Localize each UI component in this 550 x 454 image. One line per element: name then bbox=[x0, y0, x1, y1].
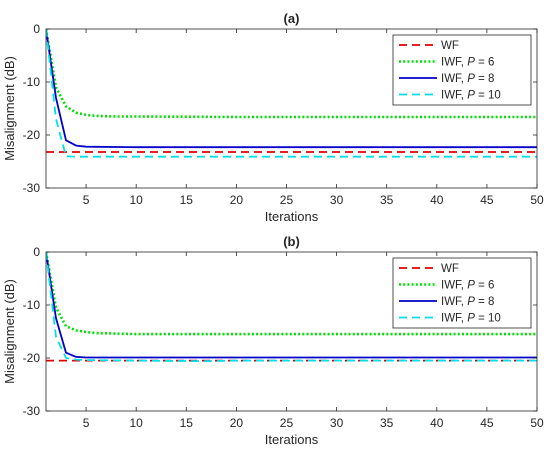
series-group bbox=[46, 252, 537, 363]
legend-entry: IWF, P = 10 bbox=[441, 90, 501, 102]
legend-entry: IWF, P = 8 bbox=[441, 296, 494, 308]
x-tick-label: 40 bbox=[430, 193, 444, 207]
y-tick-label: -20 bbox=[23, 351, 41, 365]
legend-box bbox=[392, 257, 532, 329]
x-tick-label: 20 bbox=[230, 416, 244, 430]
x-tick-label: 5 bbox=[83, 193, 90, 207]
x-tick-label: 10 bbox=[130, 416, 144, 430]
y-axis-label: Misalignment (dB) bbox=[2, 56, 17, 161]
x-tick-label: 20 bbox=[230, 193, 244, 207]
x-tick-label: 35 bbox=[380, 193, 394, 207]
x-tick-label: 40 bbox=[430, 416, 444, 430]
legend: WF IWF, P = 6 IWF, P = 8 IWF, P = 10 bbox=[392, 34, 532, 106]
x-tick-label: 30 bbox=[330, 193, 344, 207]
x-tick-label: 25 bbox=[280, 416, 294, 430]
series-line-iwf-p-8 bbox=[46, 29, 537, 149]
axes-box bbox=[45, 28, 538, 189]
x-axis-label: Iterations bbox=[265, 209, 319, 224]
legend-entry: IWF, P = 10 bbox=[441, 313, 501, 325]
x-tick-label: 15 bbox=[180, 193, 194, 207]
legend-box bbox=[392, 34, 532, 106]
legend: WF IWF, P = 6 IWF, P = 8 IWF, P = 10 bbox=[392, 257, 532, 329]
y-tick-label: -10 bbox=[23, 75, 41, 89]
y-tick-label: -10 bbox=[23, 298, 41, 312]
x-tick-label: 45 bbox=[480, 193, 494, 207]
legend-entry: WF bbox=[441, 263, 459, 275]
series-line-iwf-p-6 bbox=[46, 252, 537, 336]
x-tick-label: 25 bbox=[280, 193, 294, 207]
y-tick-label: 0 bbox=[33, 22, 40, 36]
y-tick-label: -30 bbox=[23, 404, 41, 418]
y-axis-label: Misalignment (dB) bbox=[2, 279, 17, 384]
legend-entry: IWF, P = 6 bbox=[441, 57, 494, 69]
y-tick-label: -20 bbox=[23, 128, 41, 142]
chart-panel-1: 5 10 15 20 25 30 35 40 45 50 -30 -20 -10 0 (a) Iteratio… bbox=[2, 11, 544, 224]
x-tick-label: 35 bbox=[380, 416, 394, 430]
chart-title: (a) bbox=[284, 11, 300, 26]
axes-box bbox=[45, 251, 538, 412]
x-tick-label: 15 bbox=[180, 416, 194, 430]
series-group bbox=[46, 29, 537, 158]
series-line-iwf-p-10 bbox=[46, 29, 537, 158]
legend-entry: WF bbox=[441, 40, 459, 52]
chart-panel-2: 5 10 15 20 25 30 35 40 45 50 -30 -20 -10 0 (b) Iteratio… bbox=[2, 234, 544, 447]
x-tick-label: 30 bbox=[330, 416, 344, 430]
legend-entry: IWF, P = 6 bbox=[441, 280, 494, 292]
x-axis-label: Iterations bbox=[265, 432, 319, 447]
x-tick-label: 5 bbox=[83, 416, 90, 430]
y-tick-label: 0 bbox=[33, 245, 40, 259]
series-line-iwf-p-8 bbox=[46, 252, 537, 359]
x-tick-label: 50 bbox=[530, 193, 544, 207]
legend-entry: IWF, P = 8 bbox=[441, 73, 494, 85]
chart-title: (b) bbox=[283, 234, 300, 249]
y-tick-label: -30 bbox=[23, 181, 41, 195]
series-line-iwf-p-6 bbox=[46, 29, 537, 119]
x-tick-label: 45 bbox=[480, 416, 494, 430]
x-tick-label: 10 bbox=[130, 193, 144, 207]
x-tick-label: 50 bbox=[530, 416, 544, 430]
